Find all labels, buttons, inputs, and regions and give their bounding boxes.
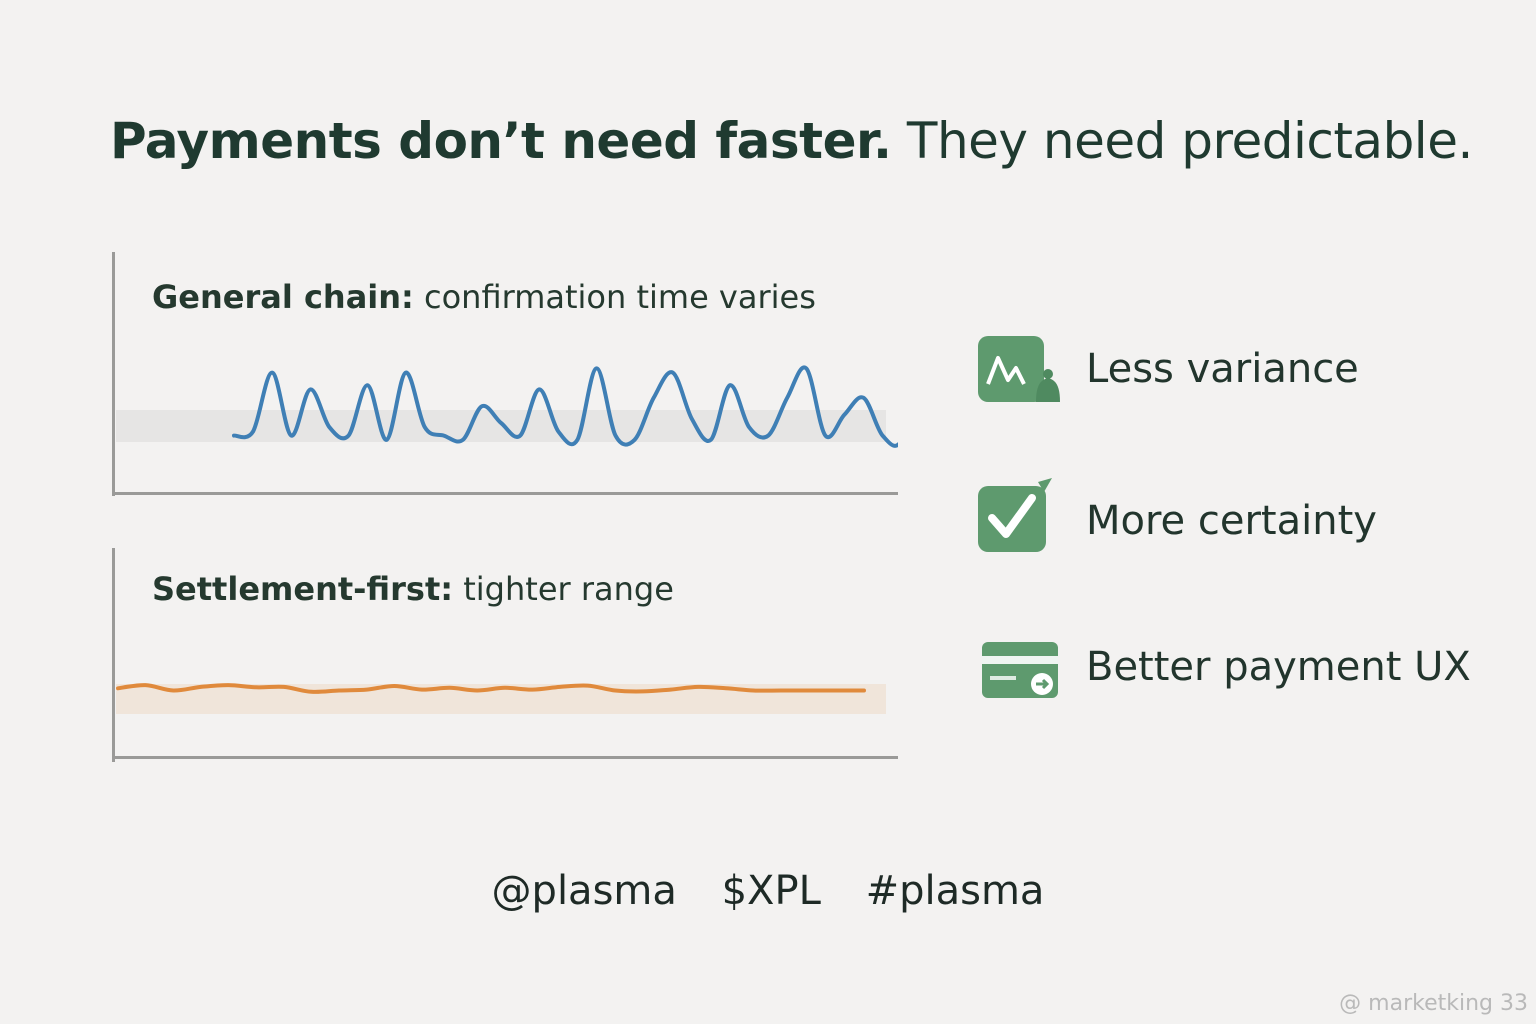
- benefit-label: Less variance: [1086, 346, 1359, 392]
- x-axis: [112, 492, 898, 495]
- watermark: @ marketking 33: [1339, 991, 1528, 1016]
- x-axis: [112, 756, 898, 759]
- settlement-first-plot: [116, 683, 866, 694]
- wave-chart-icon: [978, 336, 1060, 402]
- y-axis: [112, 548, 115, 762]
- benefit-label: Better payment UX: [1086, 644, 1471, 690]
- general-chain-label: General chain: confirmation time varies: [152, 278, 816, 316]
- settlement-first-subtitle: tighter range: [463, 570, 674, 608]
- general-chain-panel: General chain: confirmation time varies: [112, 252, 898, 496]
- ticker-tag[interactable]: $XPL: [721, 868, 821, 914]
- hashtags: @plasma $XPL #plasma: [0, 868, 1536, 914]
- series-line: [232, 365, 898, 448]
- general-chain-subtitle: confirmation time varies: [424, 278, 816, 316]
- settlement-first-panel: Settlement-first: tighter range: [112, 548, 898, 762]
- general-chain-plot: [232, 365, 898, 448]
- hashtag[interactable]: #plasma: [865, 868, 1045, 914]
- headline: Payments don’t need faster. They need pr…: [110, 112, 1473, 170]
- card-icon: [982, 642, 1058, 698]
- headline-light: They need predictable.: [891, 112, 1473, 170]
- y-axis: [112, 252, 115, 496]
- series-line: [116, 683, 866, 694]
- headline-bold: Payments don’t need faster.: [110, 112, 892, 170]
- settlement-first-title: Settlement-first:: [152, 570, 454, 608]
- checkmark-icon: [978, 478, 1052, 552]
- benefit-label: More certainty: [1086, 498, 1377, 544]
- handle-tag[interactable]: @plasma: [491, 868, 677, 914]
- settlement-first-label: Settlement-first: tighter range: [152, 570, 674, 608]
- general-chain-title: General chain:: [152, 278, 414, 316]
